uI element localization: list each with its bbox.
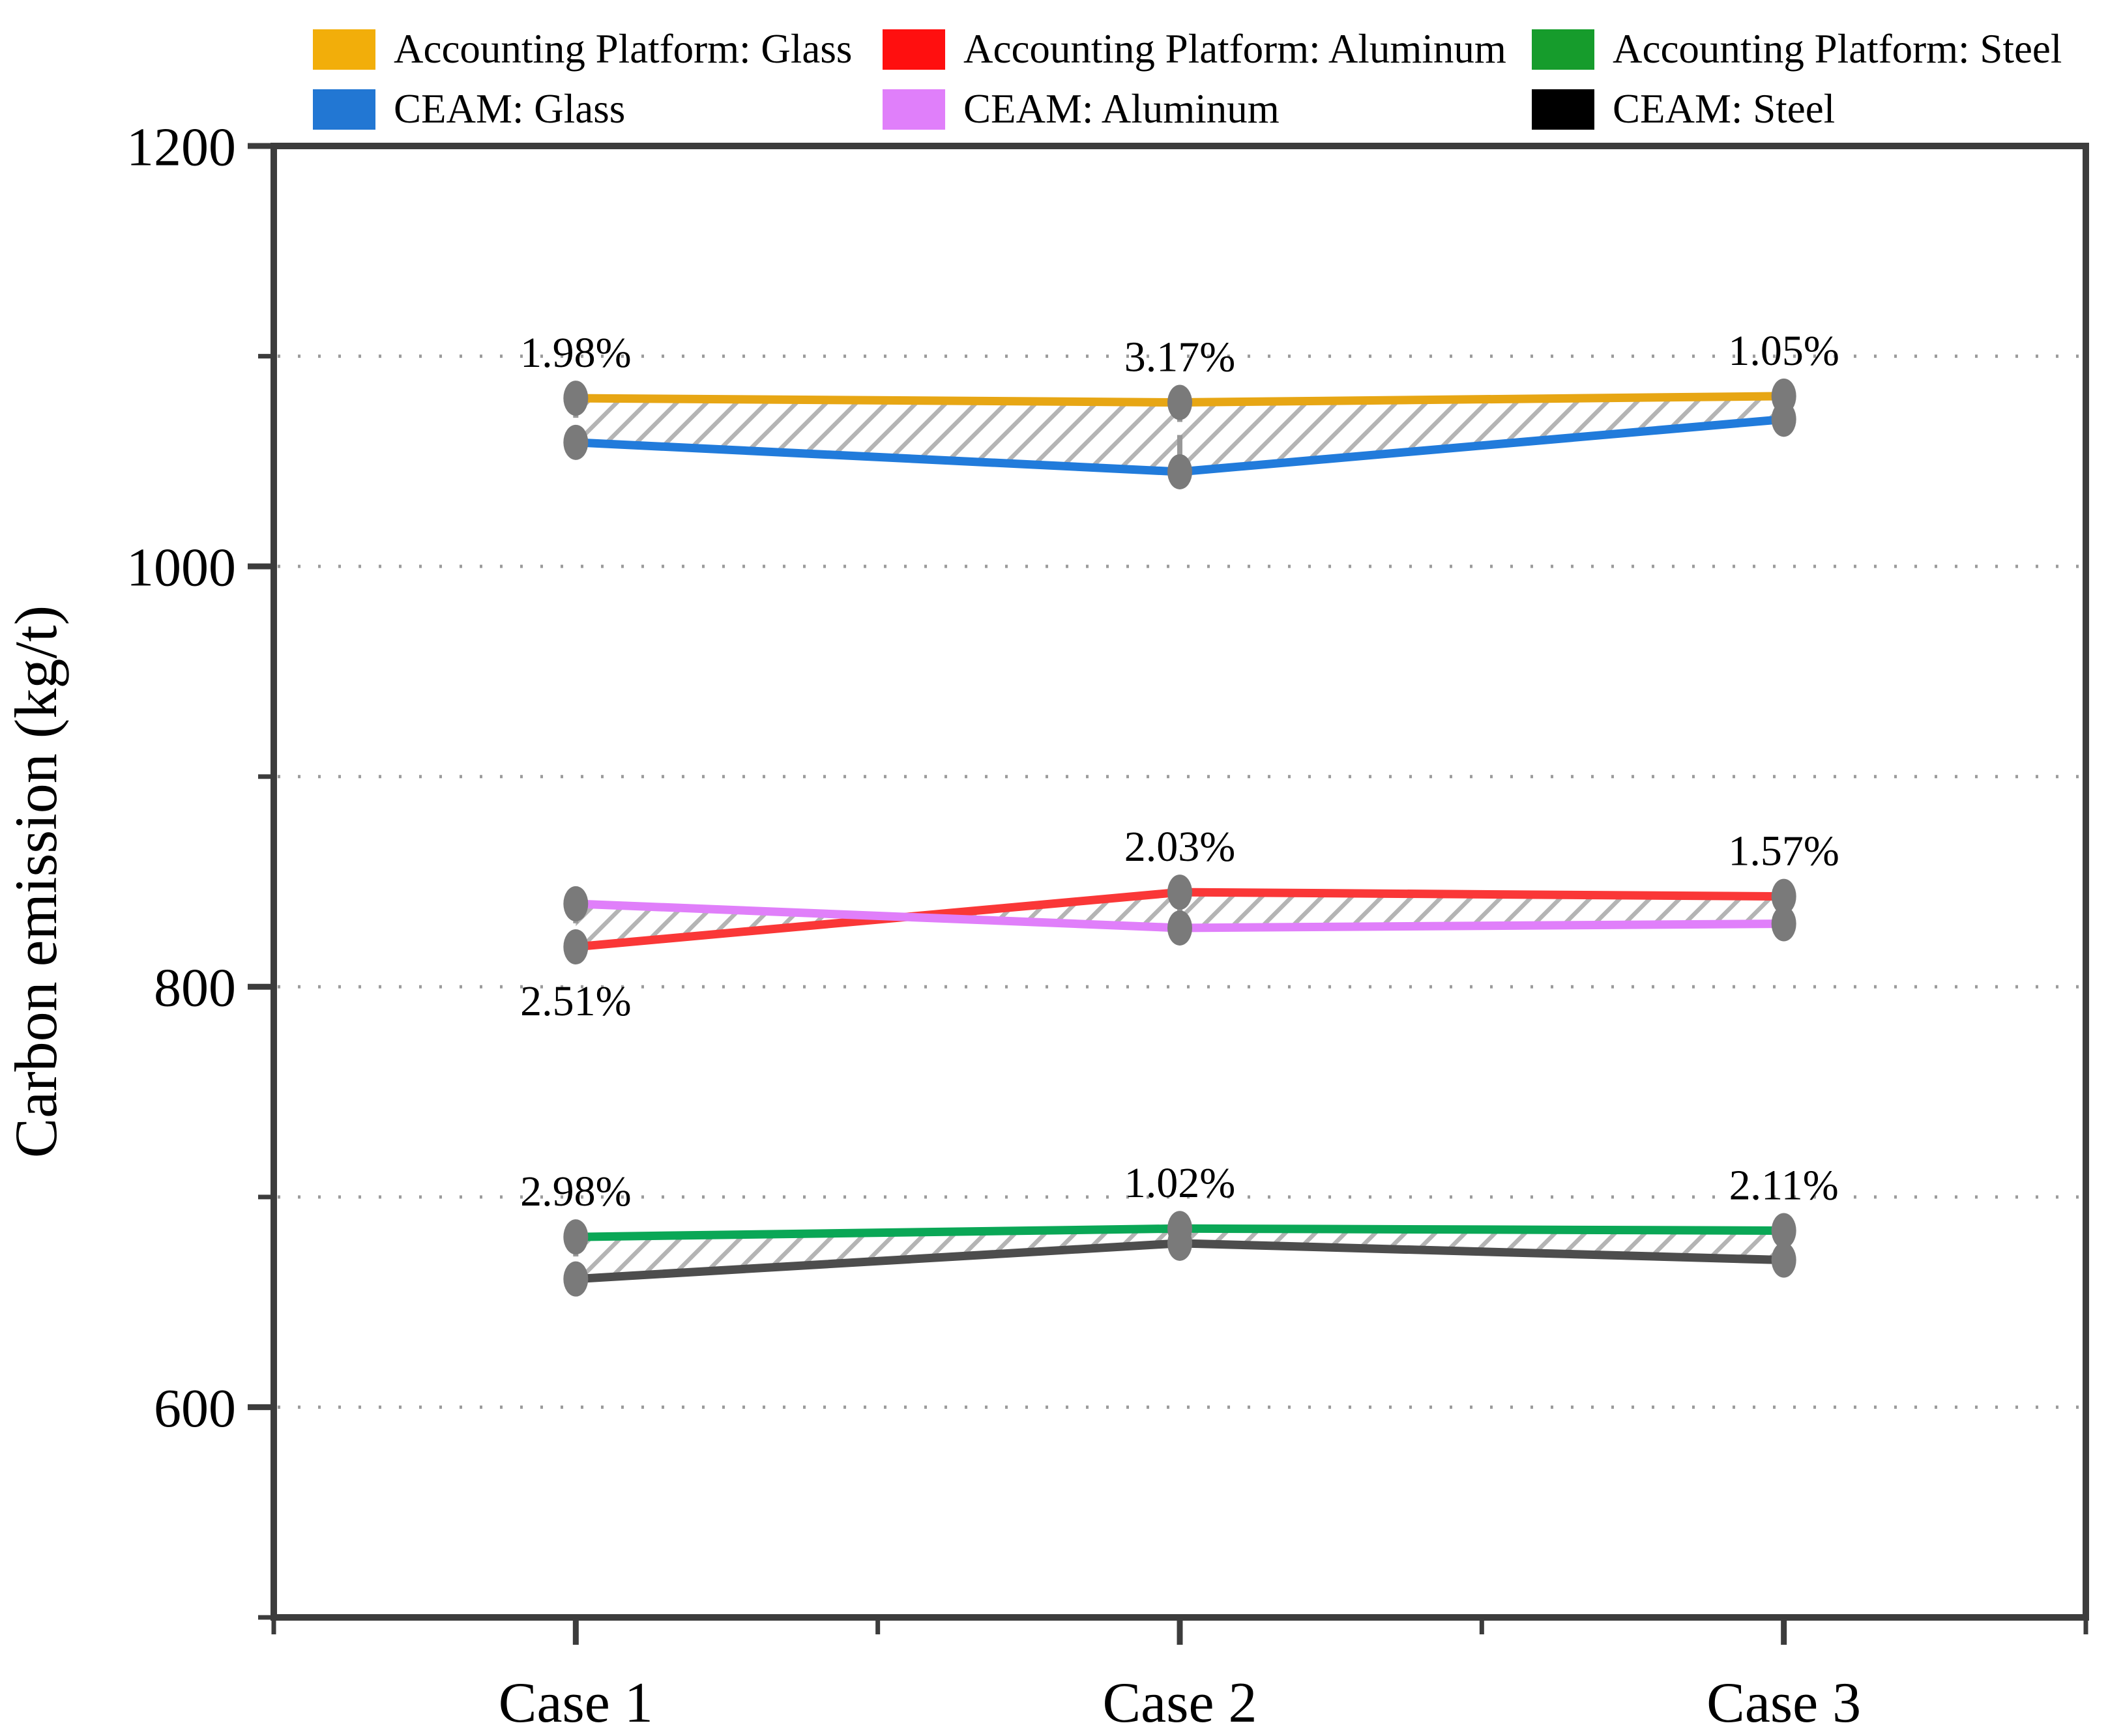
band-annotation: 2.51% [520,977,631,1025]
legend-swatch-ap-aluminum [883,29,945,70]
legend-label-ap-aluminum: Accounting Platform: Aluminum [963,26,1506,72]
band-annotation: 1.02% [1124,1159,1235,1207]
legend-label-ap-glass: Accounting Platform: Glass [394,26,853,72]
legend-item-ap-glass: Accounting Platform: Glass [313,29,852,70]
y-axis-label: Carbon emission (kg/t) [3,605,69,1158]
legend-swatch-ceam-steel [1532,89,1594,130]
legend-item-ceam-steel: CEAM: Steel [1532,89,1835,130]
x-tick-label-3: Case 3 [1706,1671,1861,1735]
y-tick-label-800: 800 [154,958,236,1019]
band-annotation: 2.98% [520,1168,631,1215]
band-annotations: 1.98% 3.17% 1.05% 2.51% 2.03% 1.57% 2.98% 1.02%… [520,327,1839,1215]
data-markers [563,378,1796,1297]
legend-label-ceam-aluminum: CEAM: Aluminum [963,86,1280,132]
data-marker [1167,875,1192,910]
data-marker [563,381,589,416]
legend-swatch-ap-glass [313,29,375,70]
legend-swatch-ceam-aluminum [883,89,945,130]
data-marker [563,1261,589,1297]
legend-item-ap-aluminum: Accounting Platform: Aluminum [883,29,1506,70]
data-marker [563,929,589,964]
legend-label-ap-steel: Accounting Platform: Steel [1613,26,2062,72]
data-marker [1771,906,1796,942]
data-marker [563,424,589,460]
data-marker [1167,910,1192,946]
band-annotation: 1.05% [1728,327,1839,375]
data-marker [1167,384,1192,420]
band-annotation: 3.17% [1124,334,1235,381]
legend-label-ceam-glass: CEAM: Glass [394,86,626,132]
legend-item-ceam-aluminum: CEAM: Aluminum [883,89,1280,130]
legend-item-ap-steel: Accounting Platform: Steel [1532,29,2062,70]
data-marker [1771,1213,1796,1249]
band-annotation: 2.11% [1729,1161,1839,1209]
y-tick-label-1200: 1200 [126,117,236,177]
legend-label-ceam-steel: CEAM: Steel [1613,86,1836,132]
axes: 600 800 1000 1200 Case 1 Case 2 Case 3 [126,117,2089,1735]
legend-swatch-ceam-glass [313,89,375,130]
x-tick-label-2: Case 2 [1102,1671,1257,1735]
y-tick-label-1000: 1000 [126,538,236,598]
band-annotation: 2.03% [1124,823,1235,871]
data-marker [1771,878,1796,914]
legend-item-ceam-glass: CEAM: Glass [313,89,625,130]
data-marker [563,1219,589,1255]
band-annotation: 1.57% [1728,828,1839,875]
data-marker [563,886,589,921]
band-annotation: 1.98% [520,329,631,377]
data-marker [1167,1225,1192,1261]
data-marker [1771,401,1796,437]
data-marker [1771,1242,1796,1278]
x-tick-label-1: Case 1 [499,1671,653,1735]
data-marker [1167,454,1192,489]
band-2 [576,1228,1784,1279]
y-tick-label-600: 600 [154,1378,236,1439]
legend-swatch-ap-steel [1532,29,1594,70]
